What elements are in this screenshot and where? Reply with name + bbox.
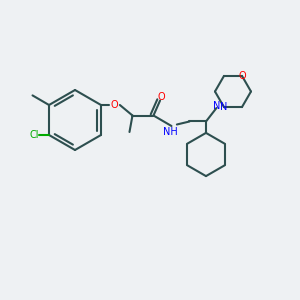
- Text: NH: NH: [163, 127, 177, 137]
- Text: N: N: [220, 102, 228, 112]
- Text: O: O: [111, 100, 118, 110]
- Text: Cl: Cl: [29, 130, 38, 140]
- Text: O: O: [238, 71, 246, 81]
- Text: N: N: [213, 101, 220, 112]
- Text: O: O: [158, 92, 165, 103]
